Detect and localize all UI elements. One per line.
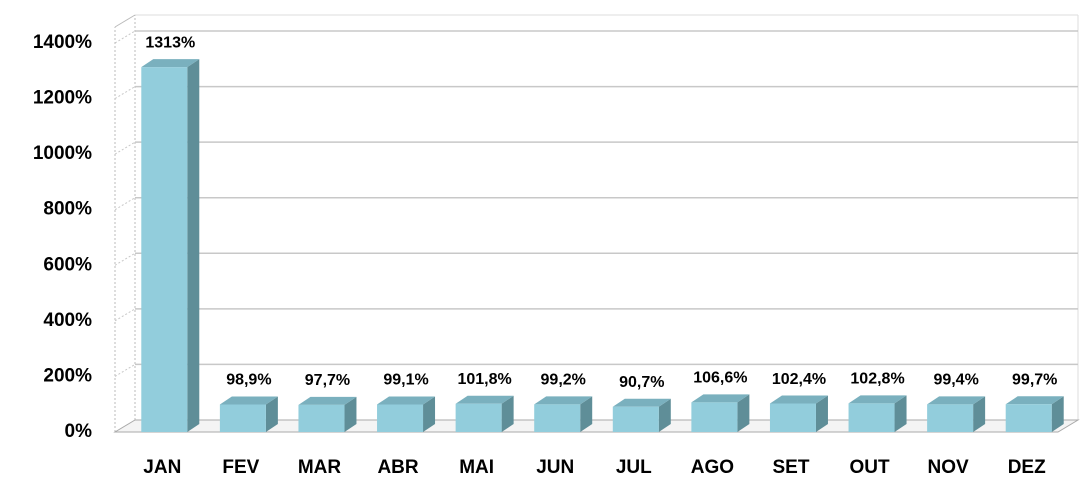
x-tick-label: OUT [849,457,890,478]
bar-front [377,404,424,432]
y-tick-label: 400% [43,310,92,331]
bar-top [534,396,593,405]
bar-top [455,395,514,404]
bar-top [769,395,828,404]
bar [612,398,671,432]
bar [219,396,278,432]
bar-top [927,396,986,405]
bar-top [848,395,907,404]
value-label: 1313% [145,34,195,51]
bar [455,395,514,432]
value-label: 101,8% [457,371,511,388]
bar [298,396,357,432]
grid-line-side [114,30,136,44]
bar-top [141,59,200,68]
bar-side [344,396,357,432]
value-label: 97,7% [305,372,350,389]
bar-front [219,404,266,432]
value-label: 102,8% [850,371,904,388]
bar-top [691,394,750,403]
x-tick-label: FEV [222,457,259,478]
y-tick-label: 800% [43,199,92,220]
value-label: 99,4% [933,372,978,389]
bar-front [848,403,895,432]
bar-front [534,404,581,432]
top-edge [114,14,136,28]
bar-top [377,396,436,405]
x-tick-label: AGO [691,457,734,478]
value-label: 99,2% [541,372,586,389]
bar-front [769,403,816,432]
y-tick-label: 1000% [33,143,92,164]
x-tick-label: DEZ [1008,457,1046,478]
bar-side [973,396,986,432]
bar-side [737,394,750,432]
bar-top [219,396,278,405]
bar-side [187,59,200,432]
bar-front [298,404,345,432]
grid-line-side [114,308,136,322]
x-tick-label: ABR [377,457,418,478]
bar-side [815,395,828,432]
y-tick-label: 600% [43,254,92,275]
y-tick-label: 0% [65,421,93,442]
bar [691,394,750,432]
x-tick-label: MAI [459,457,494,478]
value-label: 99,1% [383,372,428,389]
bar-front [1005,404,1052,432]
y-tick-label: 1400% [33,32,92,53]
bar-top [612,398,671,407]
bar [141,59,200,432]
grid-line-side [114,363,136,377]
bar [534,396,593,432]
bar-front [612,406,659,432]
value-label: 98,9% [226,372,271,389]
bar-front [141,67,188,432]
x-tick-label: NOV [928,457,970,478]
bar-top [1005,396,1064,405]
grid-line-side [114,197,136,211]
bar [1005,396,1064,432]
x-tick-label: MAR [298,457,342,478]
bar-front [455,403,502,432]
value-label: 90,7% [619,374,664,391]
bar-side [265,396,278,432]
grid-line-side [114,86,136,100]
bar [927,396,986,432]
value-label: 99,7% [1012,372,1057,389]
bar-side [658,398,671,432]
bar [769,395,828,432]
bar-side [423,396,436,432]
bar-front [927,404,974,432]
x-tick-label: SET [772,457,809,478]
y-tick-label: 1200% [33,88,92,109]
value-label: 106,6% [693,370,747,387]
grid-line-side [114,141,136,155]
value-label: 102,4% [772,371,826,388]
bar-side [580,396,593,432]
x-tick-label: JUN [536,457,574,478]
bar [377,396,436,432]
bar-top [298,396,357,405]
bar-side [1051,396,1064,432]
y-tick-label: 200% [43,365,92,386]
bar-front [691,402,738,432]
bar-side [894,395,907,432]
x-tick-label: JUL [616,457,652,478]
grid-line-side [114,252,136,266]
bar-side [501,395,514,432]
x-tick-label: JAN [143,457,181,478]
bar [848,395,907,432]
